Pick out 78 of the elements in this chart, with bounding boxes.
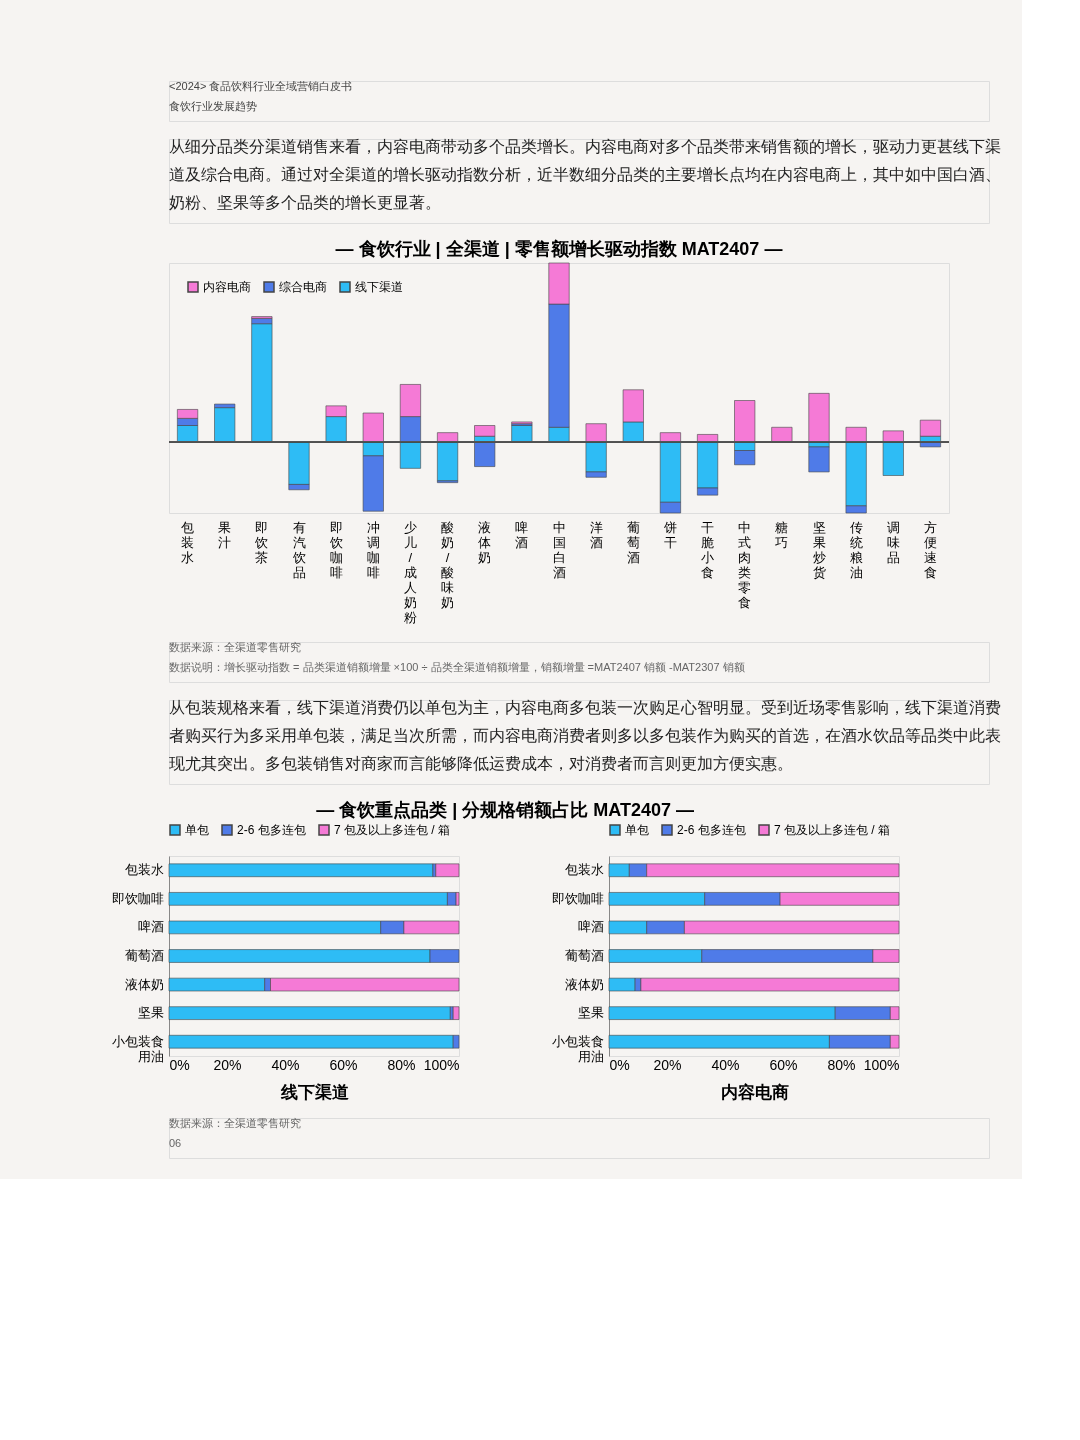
y-tick-label: 葡萄酒 <box>564 948 604 963</box>
x-tick-label: 洋酒 <box>589 519 603 550</box>
x-tick-label: 饼干 <box>662 519 677 550</box>
text: — 食饮重点品类 | 分规格销额占比 MAT2407 — <box>316 799 695 820</box>
y-tick-label: 液体奶 <box>124 976 164 992</box>
bar <box>919 419 941 437</box>
x-tick-label: 60% <box>329 1056 358 1073</box>
x-tick-label: 液体奶 <box>478 519 492 565</box>
x-tick-label: 中国白酒 <box>552 519 566 580</box>
x-tick-label: 0% <box>169 1056 190 1073</box>
x-tick-label: 80% <box>387 1056 416 1073</box>
x-axis-title: 内容电商 <box>720 1082 789 1102</box>
text: 食饮行业发展趋势 <box>169 100 257 112</box>
x-tick-label: 调味品 <box>886 519 900 565</box>
y-tick-label: 即饮咖啡 <box>551 890 604 906</box>
y-tick-label: 葡萄酒 <box>124 948 164 963</box>
x-tick-label: 中式肉类零食 <box>738 519 752 610</box>
chart-title: — 食饮行业 | 全渠道 | 零售额增长驱动指数 MAT2407 — <box>335 238 783 259</box>
y-tick-label: 啤酒 <box>137 919 164 935</box>
x-axis-title: 线下渠道 <box>279 1082 349 1102</box>
x-tick-label: 80% <box>827 1056 856 1073</box>
bar <box>214 407 236 442</box>
y-tick-label: 小包装食用油 <box>111 1033 164 1064</box>
bar <box>511 425 533 442</box>
legend-label: 2-6 包多连包 <box>677 823 746 837</box>
x-tick-label: 方便速食 <box>923 519 937 580</box>
x-tick-label: 冲调咖啡 <box>366 519 380 580</box>
x-tick-label: 传统粮油 <box>849 519 863 580</box>
x-tick-label: 40% <box>711 1056 740 1073</box>
x-tick-label: 坚果炒货 <box>812 519 826 580</box>
x-tick-label: 即饮咖啡 <box>328 519 343 580</box>
legend-label: 7 包及以上多连包 / 箱 <box>334 823 451 837</box>
y-tick-label: 液体奶 <box>564 976 604 992</box>
y-tick-label: 即饮咖啡 <box>111 890 164 906</box>
x-tick-label: 包装水 <box>181 519 195 565</box>
text: 数据说明：增长驱动指数 = 品类渠道销额增量 ×100 ÷ 品类全渠道销额增量，销额增量 =MAT2407 销额 -MAT2307 销额 <box>169 661 745 673</box>
text: 从包装规格来看，线下渠道消费仍以单包为主，内容电商多包装一次购足心智明显。受到近场零售影响，线下渠道消费者购买行为多采用单包装，满足当次所需，而内容电商消费者则多以多包装作为购买的首选，在酒水饮品等品类中此表现尤其突出。多包装销售对商家而言能够降低运费成本，对消费者而言则更加方便实惠。 <box>169 699 1001 772</box>
y-tick-label: 坚果 <box>137 1005 164 1021</box>
x-tick-label: 0% <box>609 1056 630 1073</box>
x-tick-label: 100% <box>863 1056 900 1073</box>
legend-label: 线下渠道 <box>355 280 403 294</box>
x-tick-label: 少儿/成人奶粉 <box>403 519 417 625</box>
source-note: 数据来源：全渠道零售研究 <box>169 641 301 653</box>
bar <box>919 441 941 448</box>
x-tick-label: 60% <box>769 1056 798 1073</box>
x-tick-label: 葡萄酒 <box>626 519 640 565</box>
x-tick-label: 啤酒 <box>515 519 529 550</box>
legend-label: 单包 <box>185 823 209 837</box>
bar <box>808 446 830 473</box>
y-tick-label: 包装水 <box>564 862 604 878</box>
bar <box>251 323 273 442</box>
x-tick-label: 即饮茶 <box>254 519 269 565</box>
y-tick-label: 啤酒 <box>577 919 604 935</box>
legend-label: 综合电商 <box>279 280 327 294</box>
bar <box>771 426 793 442</box>
bar <box>808 393 830 442</box>
x-tick-label: 20% <box>213 1056 242 1073</box>
y-tick-label: 坚果 <box>577 1005 604 1021</box>
bar <box>474 441 496 467</box>
x-tick-label: 40% <box>271 1056 300 1073</box>
x-tick-label: 20% <box>653 1056 682 1073</box>
text: 从细分品类分渠道销售来看，内容电商带动多个品类增长。内容电商对多个品类带来销售额的增长，驱动力更甚线下渠道及综合电商。通过对全渠道的增长驱动指数分析，近半数细分品类的主要增长点均在内容电商上，其中如中国白酒、奶粉、坚果等多个品类的增长更显著。 <box>169 138 1001 211</box>
bar <box>474 425 496 437</box>
source-note: 数据来源：全渠道零售研究 <box>169 1117 301 1129</box>
text: 06 <box>169 1137 182 1149</box>
text: <2024> 食品饮料行业全域营销白皮书 <box>169 80 353 92</box>
legend-label: 2-6 包多连包 <box>237 823 306 837</box>
x-tick-label: 干脆小食 <box>701 519 715 580</box>
x-tick-label: 果汁 <box>218 519 232 550</box>
legend-label: 单包 <box>625 823 649 837</box>
y-tick-label: 包装水 <box>124 862 164 878</box>
x-tick-label: 酸奶/酸味奶 <box>441 519 455 610</box>
x-tick-label: 100% <box>423 1056 460 1073</box>
legend-label: 内容电商 <box>203 280 251 294</box>
y-tick-label: 小包装食用油 <box>551 1033 604 1064</box>
x-tick-label: 有汽饮品 <box>291 519 306 580</box>
x-tick-label: 糖巧 <box>775 519 789 550</box>
legend-label: 7 包及以上多连包 / 箱 <box>774 823 891 837</box>
